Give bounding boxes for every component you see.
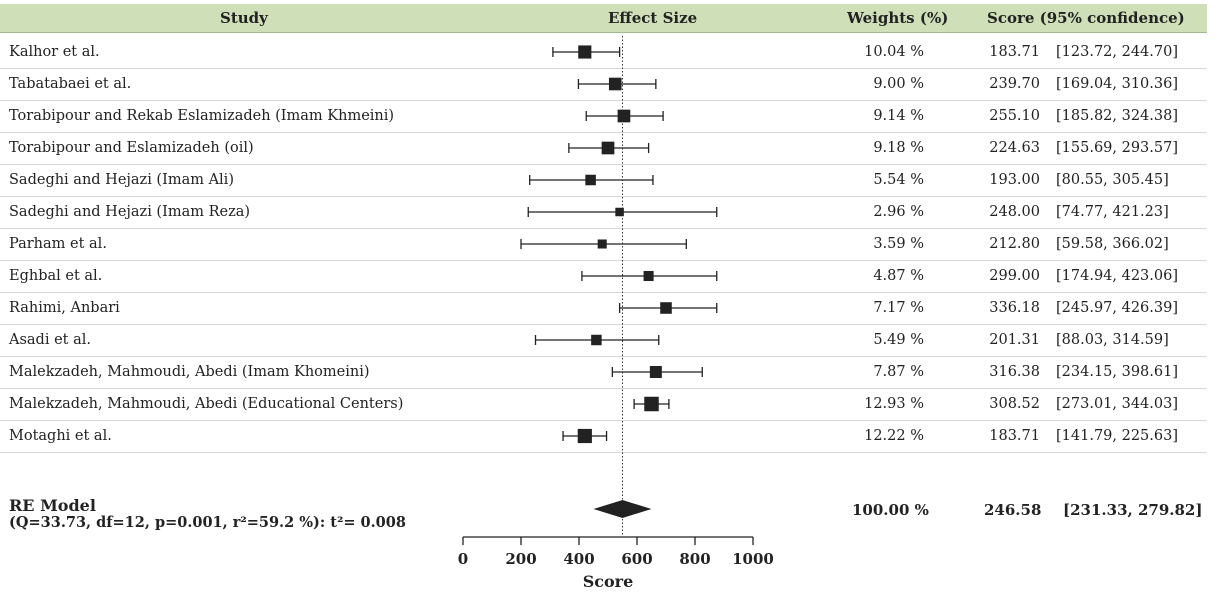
weight-value: 5.54 %: [873, 172, 924, 188]
point-estimate: [608, 77, 622, 91]
confidence-interval: [169.04, 310.36]: [1056, 76, 1179, 92]
table-row: Parham et al. 3.59 % 212.80 [59.58, 366.02]: [0, 228, 1207, 261]
confidence-interval: [155.69, 293.57]: [1056, 140, 1179, 156]
study-name: Malekzadeh, Mahmoudi, Abedi (Imam Khomei…: [9, 364, 370, 380]
table-row: Sadeghi and Hejazi (Imam Reza) 2.96 % 248.…: [0, 196, 1207, 229]
table-header: Study Effect Size Weights (%) Score (95%…: [0, 4, 1207, 33]
table-row: Tabatabaei et al. 9.00 % 239.70 [169.04, 31…: [0, 68, 1207, 101]
table-row: Motaghi et al. 12.22 % 183.71 [141.79, 225.…: [0, 420, 1207, 453]
study-name: Sadeghi and Hejazi (Imam Reza): [9, 204, 251, 220]
confidence-interval: [234.15, 398.61]: [1056, 364, 1179, 380]
x-tick-label: 200: [505, 550, 536, 568]
study-name: Torabipour and Eslamizadeh (oil): [9, 140, 254, 156]
study-name: Motaghi et al.: [9, 428, 112, 444]
confidence-interval: [174.94, 423.06]: [1056, 268, 1179, 284]
score-value: 248.00: [989, 204, 1040, 220]
summary-ci: [231.33, 279.82]: [1063, 501, 1203, 519]
weight-value: 7.17 %: [873, 300, 924, 316]
score-value: 224.63: [989, 140, 1040, 156]
x-tick-label: 800: [679, 550, 710, 568]
study-name: Asadi et al.: [9, 332, 91, 348]
header-study: Study: [220, 9, 268, 27]
score-value: 183.71: [989, 44, 1040, 60]
confidence-interval: [123.72, 244.70]: [1056, 44, 1179, 60]
study-name: Eghbal et al.: [9, 268, 103, 284]
score-value: 183.71: [989, 428, 1040, 444]
point-estimate: [585, 174, 596, 186]
weight-value: 7.87 %: [873, 364, 924, 380]
point-estimate: [578, 45, 592, 59]
score-value: 239.70: [989, 76, 1040, 92]
point-estimate: [643, 270, 654, 282]
study-name: Sadeghi and Hejazi (Imam Ali): [9, 172, 234, 188]
confidence-interval: [273.01, 344.03]: [1056, 396, 1179, 412]
point-estimate: [615, 207, 624, 217]
table-row: Eghbal et al. 4.87 % 299.00 [174.94, 423.06…: [0, 260, 1207, 293]
study-name: Parham et al.: [9, 236, 107, 252]
table-row: Torabipour and Rekab Eslamizadeh (Imam K…: [0, 100, 1207, 133]
confidence-interval: [80.55, 305.45]: [1056, 172, 1169, 188]
study-name: Malekzadeh, Mahmoudi, Abedi (Educational…: [9, 396, 404, 412]
score-value: 255.10: [989, 108, 1040, 124]
table-row: Torabipour and Eslamizadeh (oil) 9.18 % 22…: [0, 132, 1207, 165]
point-estimate: [577, 428, 592, 444]
weight-value: 5.49 %: [873, 332, 924, 348]
weight-value: 4.87 %: [873, 268, 924, 284]
study-name: Kalhor et al.: [9, 44, 100, 60]
weight-value: 9.00 %: [873, 76, 924, 92]
weight-value: 3.59 %: [873, 236, 924, 252]
x-tick-label: 600: [621, 550, 652, 568]
weight-value: 12.93 %: [864, 396, 924, 412]
point-estimate: [644, 396, 659, 412]
point-estimate: [591, 334, 602, 346]
summary-stats: (Q=33.73, df=12, p=0.001, r²=59.2 %): t²…: [9, 514, 406, 531]
confidence-interval: [141.79, 225.63]: [1056, 428, 1179, 444]
x-tick-label: 400: [563, 550, 594, 568]
header-weights: Weights (%): [847, 9, 949, 27]
header-effect-size: Effect Size: [608, 9, 698, 27]
x-tick-label: 0: [458, 550, 468, 568]
weight-value: 9.14 %: [873, 108, 924, 124]
confidence-interval: [88.03, 314.59]: [1056, 332, 1169, 348]
table-row: Malekzadeh, Mahmoudi, Abedi (Imam Khomei…: [0, 356, 1207, 389]
summary-weight: 100.00 %: [852, 501, 929, 519]
x-axis-label: Score: [583, 572, 634, 591]
study-name: Torabipour and Rekab Eslamizadeh (Imam K…: [9, 108, 395, 124]
study-name: Tabatabaei et al.: [9, 76, 132, 92]
point-estimate: [597, 239, 607, 249]
summary-score: 246.58: [984, 501, 1042, 519]
weight-value: 9.18 %: [873, 140, 924, 156]
table-row: Asadi et al. 5.49 % 201.31 [88.03, 314.59]: [0, 324, 1207, 357]
score-value: 316.38: [989, 364, 1040, 380]
header-score: Score (95% confidence): [987, 9, 1185, 27]
point-estimate: [649, 366, 662, 378]
point-estimate: [601, 141, 615, 155]
table-row: Kalhor et al. 10.04 % 183.71 [123.72, 244.7…: [0, 36, 1207, 69]
weight-value: 2.96 %: [873, 204, 924, 220]
summary-diamond: [593, 500, 652, 518]
table-row: Sadeghi and Hejazi (Imam Ali) 5.54 % 193.0…: [0, 164, 1207, 197]
x-tick-label: 1000: [732, 550, 774, 568]
confidence-interval: [185.82, 324.38]: [1056, 108, 1179, 124]
score-value: 308.52: [989, 396, 1040, 412]
weight-value: 12.22 %: [864, 428, 924, 444]
point-estimate: [660, 302, 672, 314]
score-value: 193.00: [989, 172, 1040, 188]
weight-value: 10.04 %: [864, 44, 924, 60]
score-value: 336.18: [989, 300, 1040, 316]
study-name: Rahimi, Anbari: [9, 300, 120, 316]
confidence-interval: [74.77, 421.23]: [1056, 204, 1169, 220]
table-row: Rahimi, Anbari 7.17 % 336.18 [245.97, 426.3…: [0, 292, 1207, 325]
confidence-interval: [59.58, 366.02]: [1056, 236, 1169, 252]
confidence-interval: [245.97, 426.39]: [1056, 300, 1179, 316]
summary-title: RE Model: [9, 496, 96, 515]
score-value: 212.80: [989, 236, 1040, 252]
point-estimate: [617, 109, 631, 123]
table-row: Malekzadeh, Mahmoudi, Abedi (Educational…: [0, 388, 1207, 421]
score-value: 201.31: [989, 332, 1040, 348]
score-value: 299.00: [989, 268, 1040, 284]
